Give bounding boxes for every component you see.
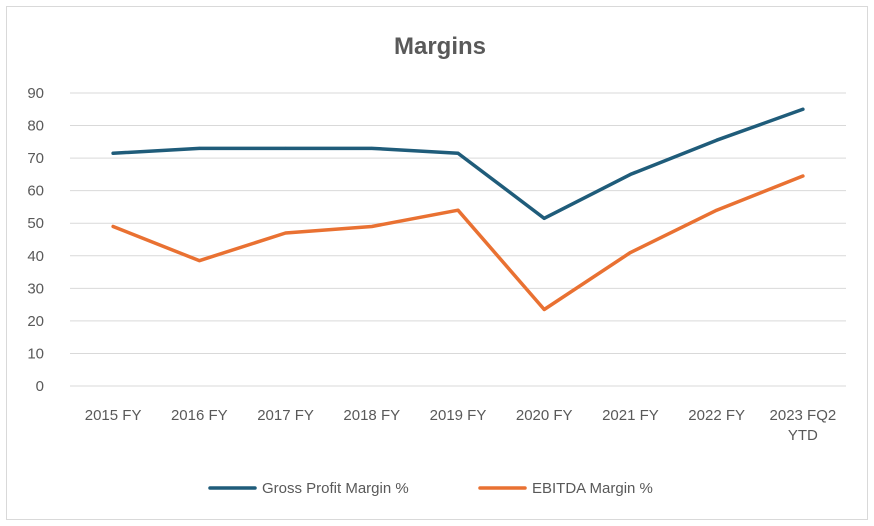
legend: Gross Profit Margin % EBITDA Margin % xyxy=(208,480,653,497)
data-point-0-5 xyxy=(542,216,546,220)
x-tick-label-line: 2023 FQ2 xyxy=(770,407,837,424)
data-point-0-2 xyxy=(284,146,288,150)
y-tick-label: 30 xyxy=(27,280,44,297)
data-point-0-3 xyxy=(370,146,374,150)
x-tick-label-line: 2021 FY xyxy=(602,407,659,424)
x-tick-label-line: 2022 FY xyxy=(688,407,745,424)
y-tick-label: 50 xyxy=(27,215,44,232)
data-point-0-8 xyxy=(801,107,805,111)
y-tick-label: 0 xyxy=(36,378,44,395)
data-point-1-4 xyxy=(456,208,460,212)
data-point-1-0 xyxy=(111,224,115,228)
x-tick-label-line: 2015 FY xyxy=(85,407,142,424)
series-lines xyxy=(111,107,805,312)
series-line-1 xyxy=(111,174,805,312)
y-tick-label: 60 xyxy=(27,183,44,200)
legend-label-1: EBITDA Margin % xyxy=(532,480,653,497)
x-tick-label: 2015 FY xyxy=(85,407,142,424)
data-point-1-3 xyxy=(370,224,374,228)
x-tick-label: 2021 FY xyxy=(602,407,659,424)
data-point-0-1 xyxy=(197,146,201,150)
x-tick-label: 2022 FY xyxy=(688,407,745,424)
y-tick-label: 20 xyxy=(27,313,44,330)
legend-label-0: Gross Profit Margin % xyxy=(262,480,409,497)
gridlines xyxy=(70,92,846,387)
x-tick-label: 2023 FQ2 YTD xyxy=(770,407,837,444)
data-point-0-7 xyxy=(715,138,719,142)
x-tick-label-line: 2020 FY xyxy=(516,407,573,424)
data-point-1-8 xyxy=(801,174,805,178)
data-point-1-1 xyxy=(197,259,201,263)
x-tick-label-line: 2017 FY xyxy=(257,407,314,424)
y-tick-label: 10 xyxy=(27,345,44,362)
data-point-0-4 xyxy=(456,151,460,155)
x-tick-label-line: YTD xyxy=(788,427,818,444)
x-tick-label: 2016 FY xyxy=(171,407,228,424)
data-point-1-7 xyxy=(715,208,719,212)
y-tick-label: 70 xyxy=(27,150,44,167)
x-tick-label-line: 2018 FY xyxy=(343,407,400,424)
data-point-1-5 xyxy=(542,307,546,311)
y-axis-ticks: 0 10 20 30 40 50 60 70 80 90 xyxy=(27,85,44,395)
x-tick-label: 2017 FY xyxy=(257,407,314,424)
data-point-1-2 xyxy=(284,231,288,235)
chart-frame xyxy=(6,6,868,520)
x-tick-label-line: 2019 FY xyxy=(430,407,487,424)
x-tick-label: 2020 FY xyxy=(516,407,573,424)
y-tick-label: 40 xyxy=(27,248,44,265)
x-tick-label: 2018 FY xyxy=(343,407,400,424)
x-tick-label: 2019 FY xyxy=(430,407,487,424)
chart-title: Margins xyxy=(394,33,486,60)
y-tick-label: 80 xyxy=(27,118,44,135)
x-axis-ticks: 2015 FY 2016 FY 2017 FY 2018 FY 2019 FY 2020 … xyxy=(85,407,836,444)
data-point-0-0 xyxy=(111,151,115,155)
x-tick-label-line: 2016 FY xyxy=(171,407,228,424)
data-point-0-6 xyxy=(628,172,632,176)
data-point-1-6 xyxy=(628,251,632,255)
y-tick-label: 90 xyxy=(27,85,44,102)
